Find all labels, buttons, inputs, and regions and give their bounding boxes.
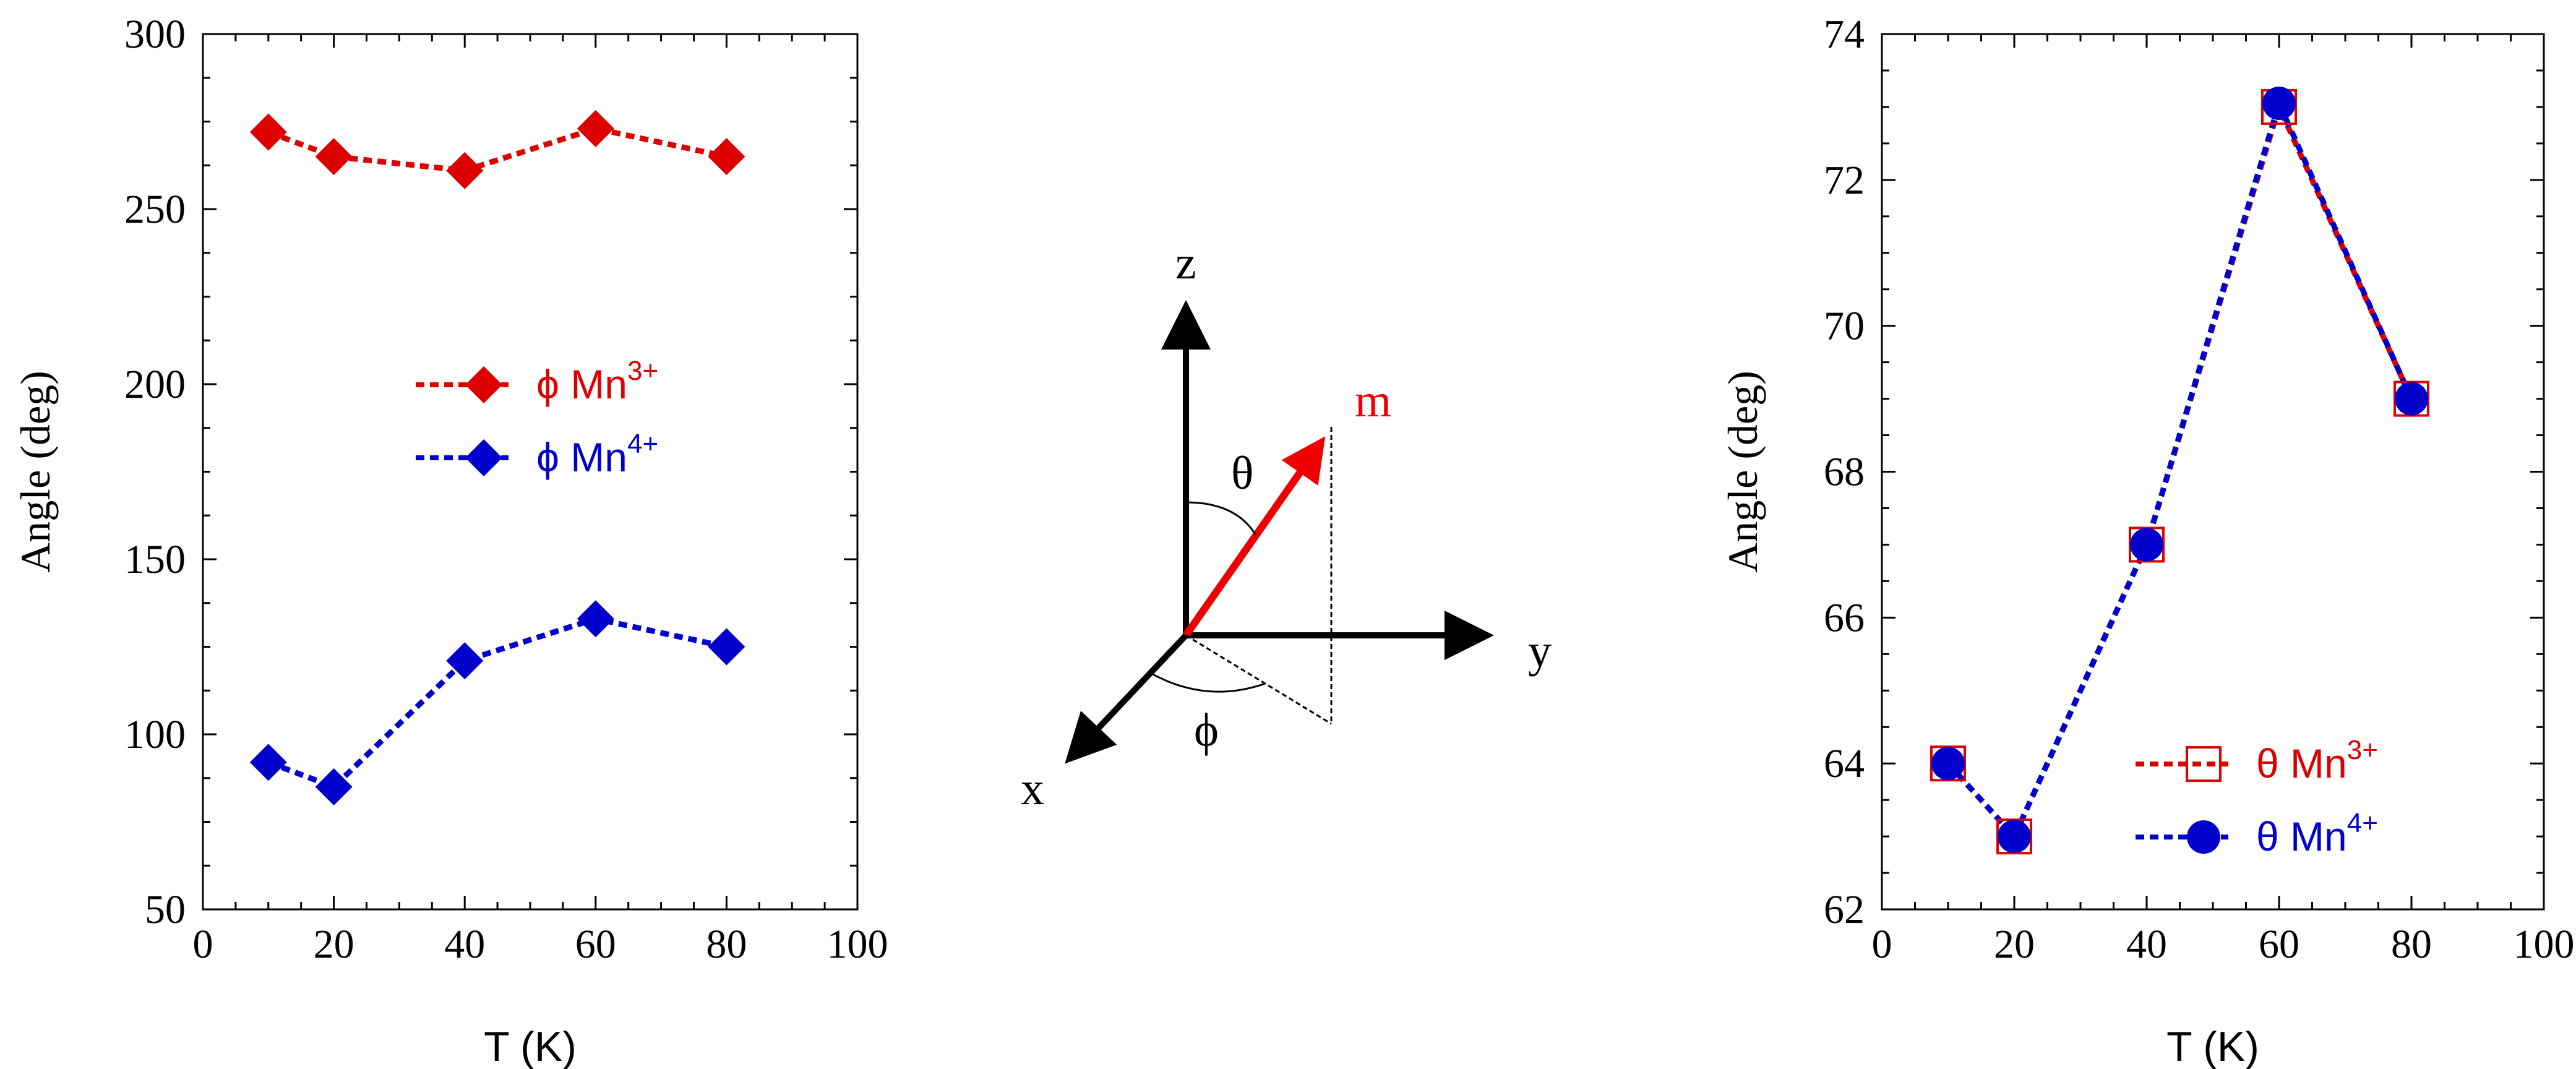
data-point: [708, 628, 745, 666]
x-tick-label: 80: [706, 922, 747, 967]
x-axis-label: T (K): [2166, 1023, 2259, 1069]
legend-marker: [465, 366, 502, 403]
data-point: [249, 113, 287, 151]
y-tick-label: 200: [124, 362, 186, 407]
y-tick-label: 50: [145, 887, 186, 932]
x-tick-label: 20: [1994, 922, 2035, 967]
data-point: [315, 768, 353, 805]
series-line: [1946, 99, 2415, 842]
legend-label: θ Mn3+: [2256, 735, 2378, 786]
phi-arc: [1150, 672, 1266, 693]
data-point: [1998, 820, 2031, 854]
legend-label: ϕ Mn4+: [536, 429, 658, 480]
x-tick-label: 40: [444, 922, 485, 967]
phi-label: ϕ: [1194, 704, 1219, 756]
y-tick-label: 300: [124, 12, 186, 57]
data-point: [2262, 87, 2296, 121]
data-point: [577, 109, 614, 147]
y-axis-label: y: [1528, 625, 1552, 677]
theta-arc: [1185, 501, 1257, 536]
legend-label: θ Mn4+: [2256, 808, 2378, 859]
y-axis-label: Angle (deg): [12, 371, 59, 573]
x-axis-label: x: [1021, 763, 1044, 815]
data-point: [2395, 382, 2428, 416]
x-axis-label: T (K): [484, 1023, 577, 1069]
data-point: [249, 744, 287, 781]
legend-marker: [465, 439, 502, 476]
projection-base-line: [1185, 634, 1332, 725]
x-tick-label: 0: [1872, 922, 1892, 967]
x-tick-label: 80: [2391, 922, 2432, 967]
data-point: [577, 600, 614, 638]
y-tick-label: 72: [1824, 158, 1865, 203]
data-point: [708, 138, 745, 176]
y-tick-label: 74: [1824, 12, 1865, 57]
x-tick-label: 40: [2126, 922, 2167, 967]
coordinate-diagram: z y x m θ ϕ: [1021, 237, 1552, 815]
y-tick-label: 100: [124, 712, 186, 757]
y-tick-label: 62: [1824, 887, 1865, 932]
legend-label: ϕ Mn3+: [536, 356, 658, 407]
theta-angle-chart: 0 20 40 60 80 100 62 64 66 68 70 72 74 T (K) Angle (de…: [1719, 12, 2575, 1069]
data-point: [2130, 528, 2163, 562]
phi-angle-chart: 0 20 40 60 80 100 50 100 150 200 250 300 T (K) Angle …: [12, 12, 888, 1069]
x-tick-label: 60: [575, 922, 616, 967]
y-tick-label: 70: [1824, 304, 1865, 349]
plot-frame: [1881, 33, 2545, 911]
series-line: [267, 616, 728, 791]
m-vector-label: m: [1355, 375, 1391, 427]
plot-frame: [202, 33, 859, 911]
y-axis-label: Angle (deg): [1719, 371, 1766, 573]
x-tick-label: 100: [2514, 922, 2575, 967]
y-tick-label: 66: [1824, 595, 1865, 640]
y-tick-label: 250: [124, 187, 186, 232]
x-tick-label: 0: [193, 922, 213, 967]
x-axis-arrow: [1065, 633, 1188, 764]
x-tick-label: 100: [827, 922, 888, 967]
series-line: [1946, 95, 2415, 842]
legend-marker: [2186, 746, 2222, 782]
y-tick-label: 150: [124, 537, 186, 582]
legend-marker: [2187, 820, 2220, 854]
theta-label: θ: [1231, 447, 1253, 499]
x-tick-label: 60: [2259, 922, 2299, 967]
data-point: [446, 642, 484, 680]
y-tick-label: 68: [1824, 450, 1865, 495]
x-tick-label: 20: [314, 922, 354, 967]
z-axis-label: z: [1175, 237, 1196, 289]
y-tick-label: 64: [1824, 741, 1865, 786]
data-point: [315, 138, 353, 176]
data-point: [1931, 747, 1965, 781]
data-point: [446, 152, 484, 189]
m-vector-arrow: [1183, 436, 1326, 638]
